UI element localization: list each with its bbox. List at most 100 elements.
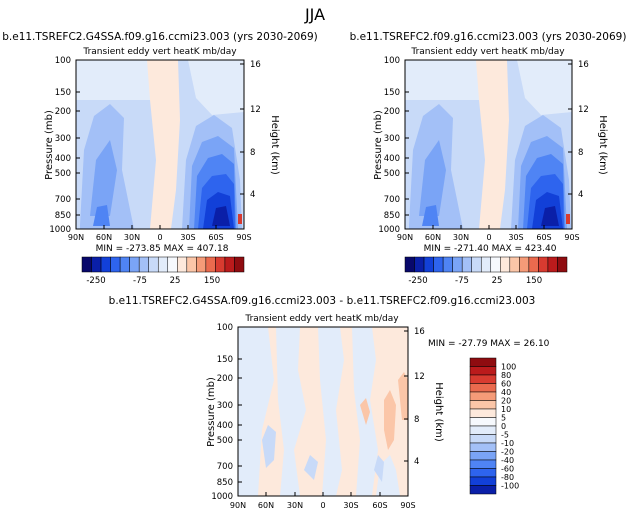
panel-3-colorbar-swatch [469, 400, 497, 410]
panel-3-title: b.e11.TSREFC2.G4SSA.f09.g16.ccmi23.003 -… [109, 295, 536, 307]
panel-1-height-tick: 4 [250, 190, 255, 200]
panel-2-ytick: 300 [384, 134, 400, 144]
panel-1-ytick: 500 [55, 169, 71, 179]
panel-3-colorbar-label: 40 [501, 388, 511, 397]
panel-2-title: b.e11.TSREFC2.f09.g16.ccmi23.003 (yrs 20… [350, 31, 627, 43]
panel-2-ytick: 850 [384, 211, 400, 221]
panel-2-colorbar-swatch [414, 256, 425, 273]
panel-1-colorbar-swatch [177, 256, 188, 273]
panel-3-colorbar-swatch [469, 459, 497, 469]
panel-3-colorbar-label: 10 [501, 405, 511, 414]
panel-3-ytick: 500 [217, 436, 233, 446]
panel-1-colorbar-swatch [167, 256, 178, 273]
panel-2-y-axis: 100 150 200 300 400 500 700 850 1000 Pre… [373, 56, 409, 235]
panel-3-ytick: 850 [217, 478, 233, 488]
panel-3-colorbar-swatch [469, 425, 497, 435]
panel-2-colorbar-swatch [557, 256, 568, 273]
panel-2-ytick: 400 [384, 154, 400, 164]
panel-2-northern-inner-cell [419, 140, 446, 216]
panel-1-xtick: 60S [208, 233, 223, 242]
panel-2-height-tick: 16 [578, 60, 589, 70]
panel-1-x-axis: 90N 60N 30N 0 30S 60S 90S [68, 225, 252, 242]
panel-3-colorbar-swatch [469, 485, 497, 495]
panel-1-subtitle: Transient eddy vert heatK mb/day [82, 47, 237, 57]
panel-2-southern-core [541, 206, 559, 226]
panel-1-northern-inner-cell [90, 140, 117, 216]
panel-3-colorbar-swatch [469, 434, 497, 444]
panel-3-colorbar-label: 20 [501, 397, 511, 406]
panel-3-height-tick: 8 [414, 415, 419, 425]
panel-3-ytick: 700 [217, 462, 233, 472]
panel-3-colorbar-swatch [469, 374, 497, 384]
panel-1-colorbar-swatch [215, 256, 226, 273]
panel-2-ytick: 200 [384, 107, 400, 117]
panel-2-xtick: 0 [486, 233, 491, 242]
panel-3-midlatitude-negative-band [276, 327, 306, 496]
panel-2-colorbar-swatches [404, 256, 568, 273]
panel-3-equatorial-negative-band [318, 327, 344, 496]
panel-2-colorbar-label: -250 [408, 276, 427, 286]
panel-1-y-axis: 100 150 200 300 400 500 700 850 1000 Pre… [44, 56, 80, 235]
panel-2-colorbar-swatch [471, 256, 482, 273]
panel-3-height-tick: 4 [414, 457, 419, 467]
panel-2-stats: MIN = -271.40 MAX = 423.40 [424, 244, 557, 254]
panel-1-ytick: 700 [55, 195, 71, 205]
panel-3-colorbar-swatch [469, 357, 497, 367]
panel-2-colorbar-swatch [423, 256, 434, 273]
panel-1-upper-right-region [188, 60, 244, 115]
panel-3-colorbar-label: 0 [501, 422, 506, 431]
panel-3-x-axis: 90N 60N 30N 0 30S 60S 90S [230, 492, 416, 510]
panel-2-colorbar-swatch [452, 256, 463, 273]
panel-3-colorbar-swatch [469, 476, 497, 486]
panel-3: b.e11.TSREFC2.G4SSA.f09.g16.ccmi23.003 -… [109, 295, 550, 510]
panel-2-xtick: 90N [397, 233, 413, 242]
panel-2-height-tick: 4 [578, 190, 583, 200]
panel-3-colorbar-swatch [469, 391, 497, 401]
panel-2-colorbar-swatch [547, 256, 558, 273]
panel-1-ytick: 850 [55, 211, 71, 221]
panel-3-colorbar-swatch [469, 383, 497, 393]
panel-2-colorbar-swatch [404, 256, 415, 273]
panel-3-right-label: Height (km) [433, 382, 444, 442]
panel-1-ytick: 100 [55, 56, 71, 66]
panel-1-heatmap [76, 60, 244, 229]
panel-3-southern-negative-cell [374, 455, 384, 482]
panel-1-northern-core [93, 205, 110, 226]
panel-2-positive-spike [566, 214, 570, 224]
panel-3-ytick: 400 [217, 421, 233, 431]
panel-3-heatmap [238, 327, 408, 496]
panel-1-xtick: 60N [96, 233, 112, 242]
panel-2-colorbar-swatch [528, 256, 539, 273]
panel-1-colorbar-swatch [119, 256, 130, 273]
panel-2-colorbar-swatch [433, 256, 444, 273]
panel-2-ytick: 700 [384, 195, 400, 205]
panel-1-height-tick: 8 [250, 148, 255, 158]
panel-1-xtick: 30N [124, 233, 140, 242]
panel-2-colorbar-swatch [509, 256, 520, 273]
panel-2-colorbar-swatch [490, 256, 501, 273]
panel-3-colorbar-swatch [469, 366, 497, 376]
panel-1-ytick: 300 [55, 134, 71, 144]
panel-1-colorbar-swatch [100, 256, 111, 273]
panel-1-colorbar-swatch [157, 256, 169, 273]
panel-2-colorbar-swatch [480, 256, 492, 273]
panel-2-upper-right-region [517, 60, 572, 115]
panel-3-colorbar-label: -40 [501, 456, 514, 465]
panel-3-colorbar-swatches [469, 357, 497, 495]
panel-2-height-tick: 8 [578, 148, 583, 158]
panel-2-ytick: 500 [384, 169, 400, 179]
panel-3-midlatitude-positive-cell [360, 398, 370, 425]
panel-3-xtick: 60S [372, 501, 387, 510]
panel-3-height-tick: 12 [414, 372, 425, 382]
panel-3-colorbar-label: 100 [501, 363, 516, 372]
panel-3-colorbar-label: -80 [501, 473, 514, 482]
panel-3-ylabel: Pressure (mb) [206, 377, 217, 447]
panel-1-colorbar-swatch [234, 256, 245, 273]
panel-3-ytick: 1000 [211, 492, 233, 502]
panel-2: b.e11.TSREFC2.f09.g16.ccmi23.003 (yrs 20… [350, 31, 627, 286]
panel-1-colorbar-label: 150 [204, 276, 220, 286]
panel-1-xtick: 30S [180, 233, 195, 242]
panel-2-heatmap [405, 60, 572, 229]
panel-1-colorbar-label: 25 [170, 276, 181, 286]
panel-3-ytick: 150 [217, 355, 233, 365]
